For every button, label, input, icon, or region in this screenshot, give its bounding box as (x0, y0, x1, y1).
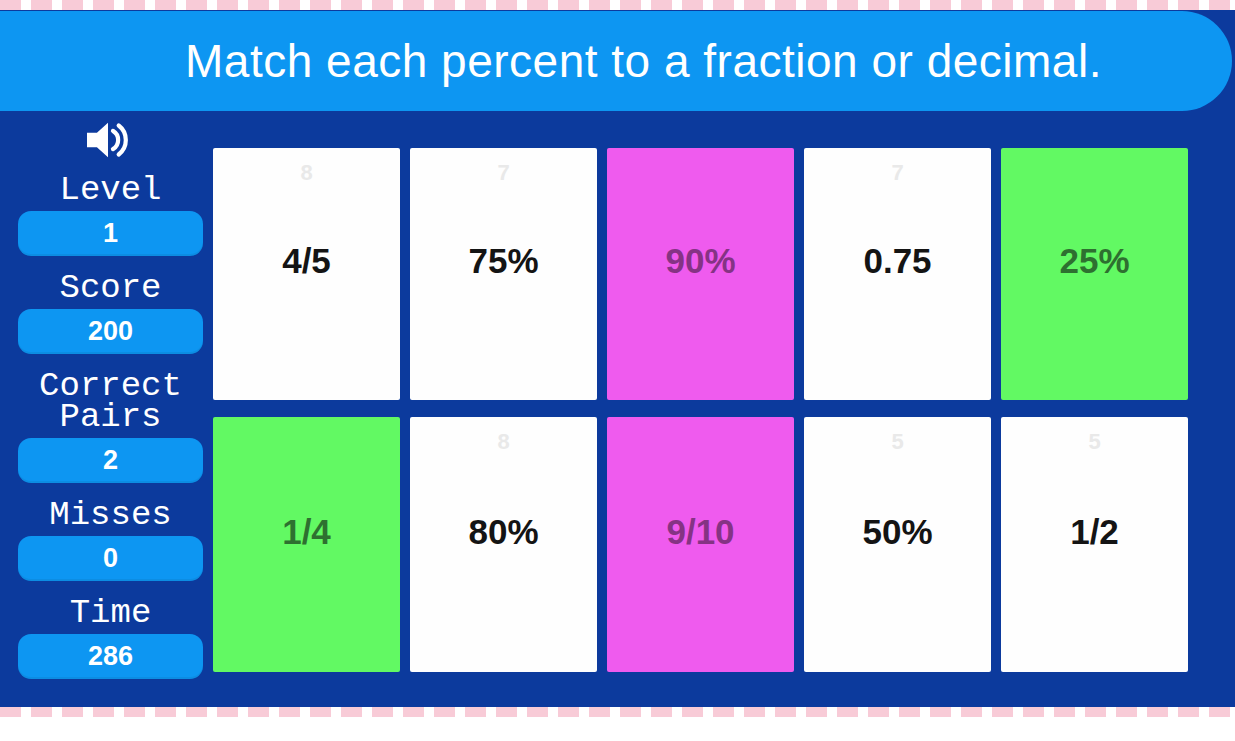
stat-value: 286 (88, 641, 133, 672)
card[interactable]: 5 50% (804, 417, 991, 672)
card-value: 25% (1001, 241, 1188, 281)
card-corner-number: 7 (804, 160, 991, 186)
card-value: 80% (410, 512, 597, 552)
card[interactable]: 7 0.75 (804, 148, 991, 400)
card-value: 1/2 (1001, 512, 1188, 552)
card-corner-number: 8 (213, 160, 400, 186)
stat-value-pill: 286 (18, 634, 203, 679)
stat-time: Time 286 (18, 598, 203, 679)
card-value: 90% (607, 241, 794, 281)
stat-label: Correct Pairs (3, 371, 218, 433)
card[interactable]: 9/10 (607, 417, 794, 672)
card-value: 50% (804, 512, 991, 552)
stats-sidebar: Level 1 Score 200 Correct Pairs 2 Misses… (0, 175, 221, 696)
card-corner-number: 5 (804, 429, 991, 455)
card-corner-number: 5 (1001, 429, 1188, 455)
stat-label: Score (59, 273, 161, 304)
instruction-banner: Match each percent to a fraction or deci… (0, 11, 1232, 111)
card[interactable]: 5 1/2 (1001, 417, 1188, 672)
stat-value-pill: 1 (18, 211, 203, 256)
stat-score: Score 200 (18, 273, 203, 354)
stat-value: 0 (103, 543, 118, 574)
card[interactable]: 1/4 (213, 417, 400, 672)
card-value: 4/5 (213, 241, 400, 281)
card[interactable]: 8 80% (410, 417, 597, 672)
card[interactable]: 25% (1001, 148, 1188, 400)
card-corner-number: 7 (410, 160, 597, 186)
card-value: 0.75 (804, 241, 991, 281)
game-page: Match each percent to a fraction or deci… (0, 0, 1235, 741)
stat-value: 2 (103, 445, 118, 476)
card-value: 75% (410, 241, 597, 281)
card[interactable]: 7 75% (410, 148, 597, 400)
stat-value-pill: 2 (18, 438, 203, 483)
top-dashed-border (0, 0, 1235, 10)
stat-value: 200 (88, 316, 133, 347)
card-corner-number: 8 (410, 429, 597, 455)
card-value: 9/10 (607, 512, 794, 552)
stat-value-pill: 200 (18, 309, 203, 354)
card[interactable]: 8 4/5 (213, 148, 400, 400)
card-value: 1/4 (213, 512, 400, 552)
stat-value: 1 (103, 218, 118, 249)
game-stage: Match each percent to a fraction or deci… (0, 10, 1235, 707)
stat-value-pill: 0 (18, 536, 203, 581)
card-grid: 8 4/5 7 75% 90% 7 0.75 25% 1/4 8 80% 9/1… (213, 148, 1188, 672)
instruction-text: Match each percent to a fraction or deci… (185, 34, 1102, 88)
stat-misses: Misses 0 (18, 500, 203, 581)
stat-correct-pairs: Correct Pairs 2 (3, 371, 218, 483)
card[interactable]: 90% (607, 148, 794, 400)
speaker-icon-glyph (85, 119, 131, 161)
stat-level: Level 1 (18, 175, 203, 256)
stat-label: Level (59, 175, 161, 206)
speaker-icon[interactable] (84, 118, 132, 162)
bottom-dashed-border (0, 707, 1235, 717)
stat-label: Misses (49, 500, 171, 531)
stat-label: Time (70, 598, 152, 629)
